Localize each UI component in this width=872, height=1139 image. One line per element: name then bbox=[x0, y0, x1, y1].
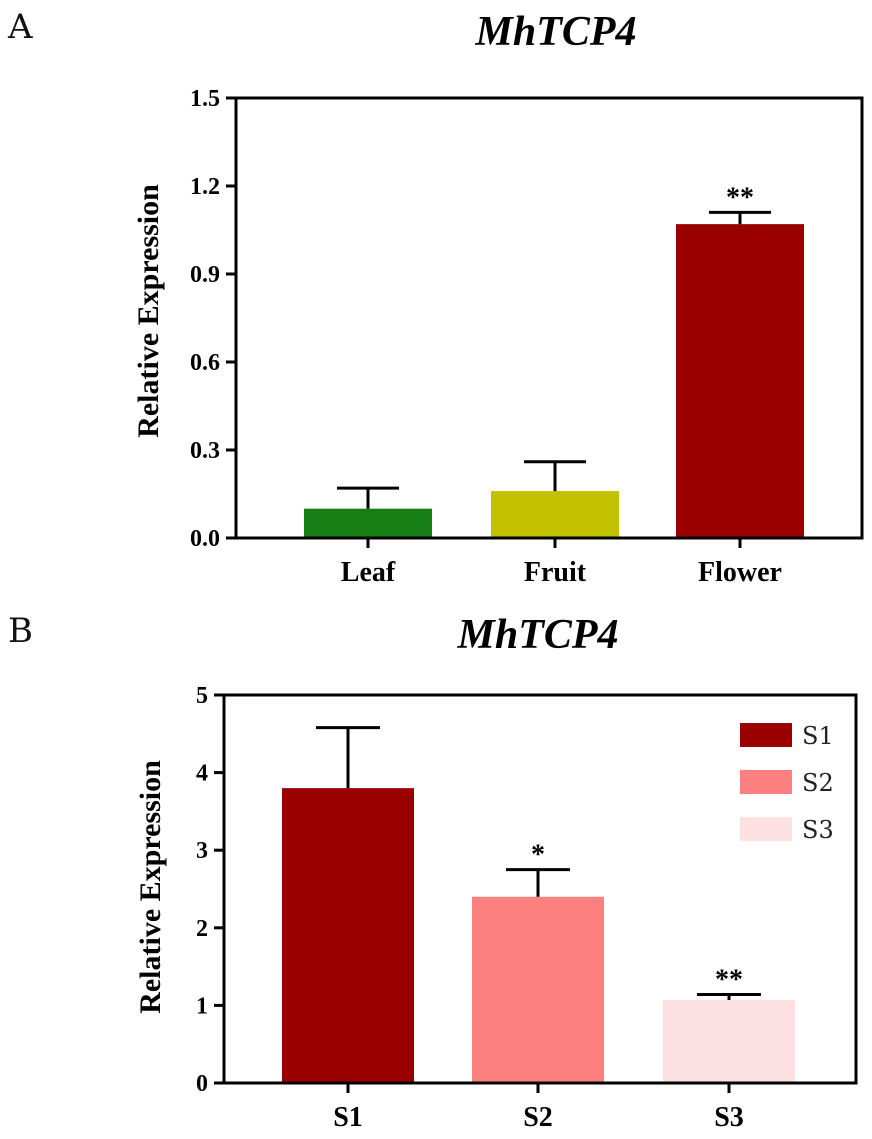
x-category-label: Leaf bbox=[341, 557, 396, 588]
significance-label: ** bbox=[715, 965, 743, 996]
chart-a-categories: Leaf Fruit Flower bbox=[341, 538, 782, 588]
chart-a-significance: ** bbox=[726, 182, 754, 213]
chart-b-legend: S1 S2 S3 bbox=[740, 722, 834, 844]
legend-swatch bbox=[740, 817, 792, 841]
x-category-label: S3 bbox=[714, 1102, 744, 1133]
y-tick-label: 0.0 bbox=[190, 526, 220, 552]
legend-swatch bbox=[740, 770, 792, 794]
legend-label: S2 bbox=[802, 769, 834, 797]
bar-s3 bbox=[663, 999, 795, 1083]
chart-b-bars bbox=[282, 788, 795, 1083]
x-category-label: Flower bbox=[698, 557, 782, 588]
y-tick-label: 0.3 bbox=[190, 438, 220, 464]
panel-letter-a: A bbox=[7, 7, 33, 47]
y-tick-label: 2 bbox=[196, 916, 208, 942]
chart-b-title: MhTCP4 bbox=[456, 612, 618, 658]
significance-label: ** bbox=[726, 182, 754, 213]
chart-b-errorbars bbox=[316, 726, 761, 1000]
chart-b-significance: *** bbox=[531, 840, 743, 996]
chart-b-categories: S1 S2 S3 bbox=[333, 1083, 744, 1133]
y-tick-label: 5 bbox=[196, 683, 208, 709]
chart-a-yticks: 0.0 0.3 0.6 0.9 1.2 1.5 bbox=[190, 86, 236, 552]
bar-s1 bbox=[282, 788, 414, 1083]
chart-a-frame bbox=[234, 96, 864, 540]
panel-letter-b: B bbox=[8, 611, 33, 651]
y-tick-label: 1.5 bbox=[190, 86, 220, 112]
chart-a-bars bbox=[304, 224, 804, 538]
y-tick-label: 3 bbox=[196, 838, 208, 864]
bar-flower bbox=[676, 224, 804, 538]
legend-label: S1 bbox=[802, 722, 834, 750]
chart-b-yticks: 0 1 2 3 4 5 bbox=[196, 683, 224, 1097]
y-tick-label: 0.6 bbox=[190, 350, 220, 376]
x-category-label: S2 bbox=[523, 1102, 553, 1133]
significance-label: * bbox=[531, 840, 545, 871]
y-tick-label: 0.9 bbox=[190, 262, 220, 288]
x-category-label: Fruit bbox=[524, 557, 587, 588]
chart-a-errorbars bbox=[337, 210, 771, 509]
chart-a-ylabel: Relative Expression bbox=[132, 184, 165, 438]
legend-label: S3 bbox=[802, 816, 834, 844]
y-tick-label: 0 bbox=[196, 1071, 208, 1097]
bar-fruit bbox=[491, 491, 619, 538]
bar-leaf bbox=[304, 508, 432, 538]
legend-swatch bbox=[740, 723, 792, 747]
chart-b-ylabel: Relative Expression bbox=[134, 760, 167, 1014]
bar-s2 bbox=[472, 896, 604, 1083]
y-tick-label: 1 bbox=[196, 993, 208, 1019]
y-tick-label: 4 bbox=[196, 761, 208, 787]
y-tick-label: 1.2 bbox=[190, 174, 220, 200]
panel-a: A MhTCP4 Relative Expression 0.00.30.60.… bbox=[7, 7, 864, 588]
chart-a-title: MhTCP4 bbox=[474, 9, 636, 55]
x-category-label: S1 bbox=[333, 1102, 363, 1133]
chart-b-frame bbox=[222, 693, 858, 1085]
